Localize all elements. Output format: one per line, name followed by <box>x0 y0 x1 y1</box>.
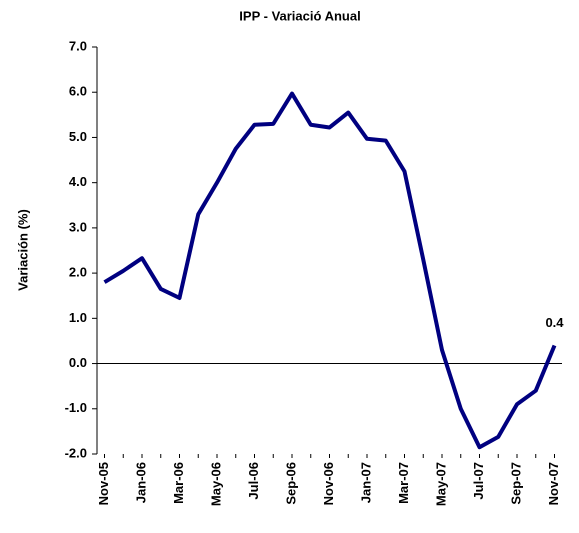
x-tick-label: Jan-07 <box>358 462 373 503</box>
x-tick-label: Nov-07 <box>546 462 561 505</box>
x-tick-label: Mar-06 <box>171 462 186 504</box>
chart-title: IPP - Variació Anual <box>239 8 360 23</box>
y-axis-title: Variación (%) <box>15 209 30 291</box>
x-tick-label: May-06 <box>208 462 223 506</box>
x-tick-label: May-07 <box>433 462 448 506</box>
x-tick-label: Mar-07 <box>396 462 411 504</box>
x-tick-label: Nov-06 <box>321 462 336 505</box>
y-tick-label: 4.0 <box>69 174 87 189</box>
data-label: 0.4 <box>545 315 564 330</box>
y-tick-label: 7.0 <box>69 38 87 53</box>
y-tick-label: 5.0 <box>69 129 87 144</box>
x-tick-label: Jan-06 <box>133 462 148 503</box>
x-tick-label: Sep-07 <box>508 462 523 505</box>
y-tick-label: -2.0 <box>65 445 87 460</box>
y-tick-label: 6.0 <box>69 84 87 99</box>
y-tick-label: 2.0 <box>69 265 87 280</box>
y-tick-label: 3.0 <box>69 219 87 234</box>
x-tick-label: Sep-06 <box>283 462 298 505</box>
x-tick-label: Jul-06 <box>246 462 261 500</box>
y-tick-label: 0.0 <box>69 355 87 370</box>
y-tick-label: 1.0 <box>69 310 87 325</box>
x-tick-label: Jul-07 <box>471 462 486 500</box>
y-tick-label: -1.0 <box>65 400 87 415</box>
line <box>103 91 557 450</box>
x-tick-label: Nov-05 <box>96 462 111 505</box>
